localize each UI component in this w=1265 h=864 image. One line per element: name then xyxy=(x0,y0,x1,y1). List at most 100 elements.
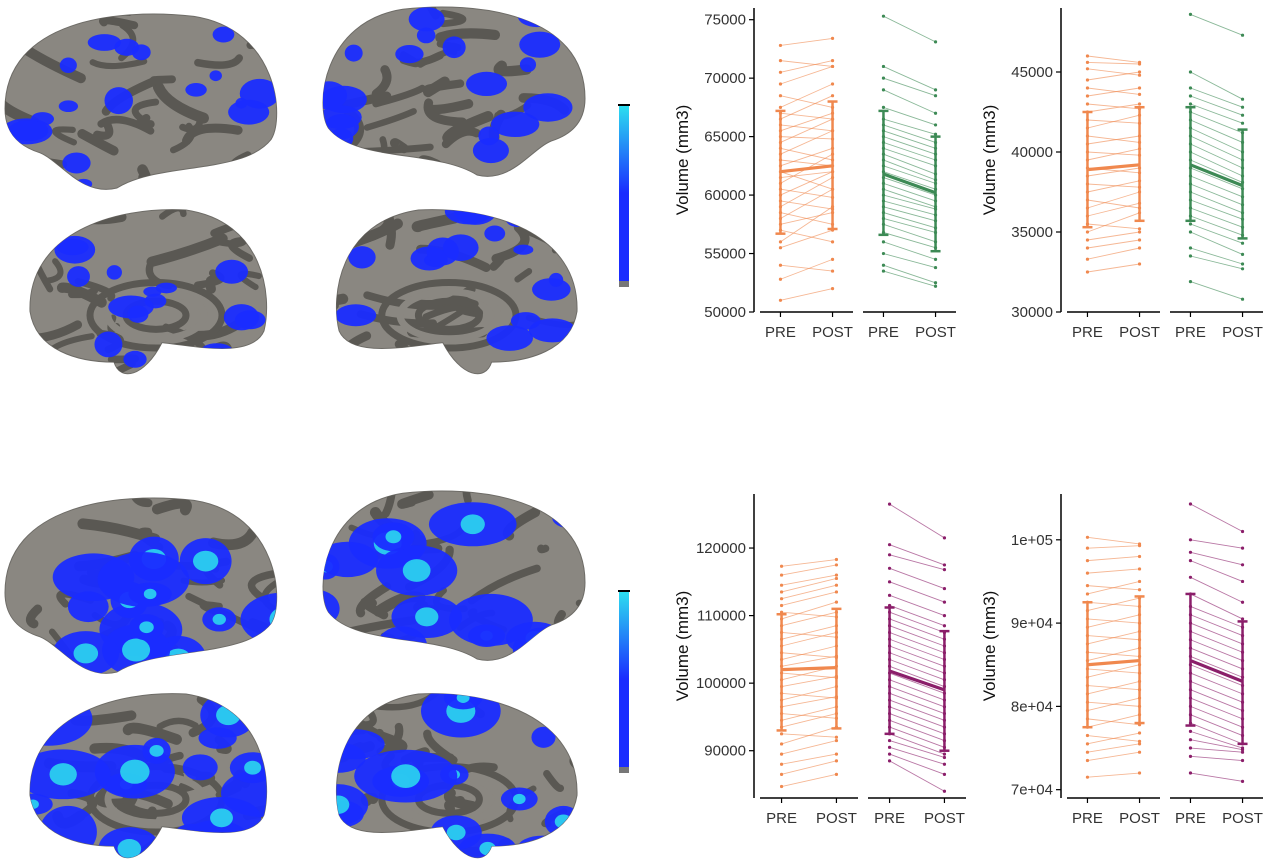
subject-line xyxy=(1087,618,1140,624)
activation-blob xyxy=(510,312,541,330)
subject-point-post xyxy=(1137,588,1142,592)
sulcus xyxy=(336,293,349,308)
subject-line xyxy=(883,77,936,97)
subject-point-pre xyxy=(778,105,783,109)
subject-line xyxy=(1190,672,1243,695)
activation-blob xyxy=(484,225,506,242)
colorbar-floor xyxy=(619,281,629,287)
activation-blob xyxy=(541,693,578,722)
subject-point-pre xyxy=(881,64,886,69)
subject-point-post xyxy=(942,624,947,628)
sulcus xyxy=(281,18,346,29)
activation-blob xyxy=(199,343,234,361)
subject-point-post xyxy=(933,123,938,127)
activation-peak xyxy=(563,513,576,523)
subject-line xyxy=(883,147,936,167)
y-tick-label: 9e+04 xyxy=(1011,615,1053,632)
subject-point-pre xyxy=(1085,94,1090,98)
subject-point-post xyxy=(933,284,938,288)
subject-line xyxy=(1190,281,1243,300)
subject-line xyxy=(781,652,837,658)
subject-point-pre xyxy=(1188,230,1193,234)
subject-line xyxy=(780,124,833,132)
subject-point-pre xyxy=(1188,280,1193,284)
activation-peak xyxy=(402,559,431,582)
subject-line xyxy=(781,645,837,660)
subject-line xyxy=(883,159,936,181)
activation-peak xyxy=(446,824,466,841)
subject-line xyxy=(1190,175,1243,198)
sulcus xyxy=(563,219,578,241)
volume-chart-bottom-right: Volume (mm3) 7e+04 8e+04 9e+04 1e+05 PRE POST P… xyxy=(980,494,1263,827)
subject-line xyxy=(1087,103,1140,110)
subject-line xyxy=(1087,103,1140,113)
y-tick-label: 90000 xyxy=(704,743,746,760)
subject-point-post xyxy=(1137,542,1142,546)
subject-point-pre xyxy=(779,564,784,568)
subject-line xyxy=(1087,183,1140,188)
subject-line xyxy=(1190,639,1243,661)
subject-line xyxy=(1190,199,1243,220)
sulcus xyxy=(572,604,585,642)
subject-line xyxy=(1087,585,1140,591)
activation-blob xyxy=(223,161,256,179)
subject-line xyxy=(889,605,945,627)
subject-line xyxy=(1087,556,1140,562)
activation-blob xyxy=(528,318,576,343)
subject-point-post xyxy=(834,752,839,756)
activation-blob xyxy=(519,31,561,58)
sulcus xyxy=(427,99,474,115)
subject-line xyxy=(781,632,837,638)
activation-blob xyxy=(519,57,537,73)
activation-peak xyxy=(33,706,64,732)
subject-line xyxy=(1190,215,1243,236)
subject-line xyxy=(1087,772,1140,778)
subject-point-post xyxy=(830,59,835,63)
subject-point-post xyxy=(834,738,839,743)
subject-line xyxy=(780,171,833,178)
sulcus xyxy=(228,237,254,262)
subject-point-pre xyxy=(1085,559,1090,563)
subject-point-post xyxy=(1137,554,1142,559)
sulcus xyxy=(423,729,458,765)
brain-lateral-left xyxy=(4,13,346,190)
sulcus xyxy=(25,604,43,629)
sulcus xyxy=(149,75,176,85)
subject-point-post xyxy=(834,735,839,739)
subject-point-post xyxy=(942,755,947,760)
subject-line xyxy=(883,106,936,126)
subject-point-pre xyxy=(1188,102,1193,106)
subject-point-pre xyxy=(887,580,892,584)
sulcus xyxy=(389,138,409,154)
activation-blob xyxy=(376,626,428,661)
subject-line xyxy=(1087,601,1140,607)
subject-point-pre xyxy=(1085,758,1090,763)
colorbar-gradient xyxy=(619,591,629,767)
mean-line xyxy=(882,172,937,195)
subject-point-pre xyxy=(1188,86,1193,90)
activation-peak xyxy=(385,530,402,544)
subject-line xyxy=(883,15,936,43)
activation-blob xyxy=(324,113,359,140)
activation-blob xyxy=(182,754,218,781)
sulcus xyxy=(336,740,341,775)
activation-blob xyxy=(323,541,379,578)
subject-line xyxy=(781,713,837,719)
subject-line xyxy=(1190,159,1243,183)
activation-peak xyxy=(139,621,154,634)
activation-blob xyxy=(442,36,466,59)
subject-line xyxy=(883,200,936,216)
subject-point-post xyxy=(1240,267,1245,271)
subject-point-pre xyxy=(1188,729,1193,733)
subject-point-pre xyxy=(1085,246,1090,250)
activation-peak xyxy=(391,764,421,789)
subject-line xyxy=(883,206,936,222)
subject-line xyxy=(889,567,945,589)
subject-line xyxy=(1190,560,1243,582)
activation-blob xyxy=(472,137,509,164)
subject-line xyxy=(780,95,833,108)
subject-point-pre xyxy=(779,762,784,766)
subject-line xyxy=(1190,207,1243,228)
x-tick-label: PRE xyxy=(874,810,905,827)
mean-line xyxy=(889,669,945,692)
